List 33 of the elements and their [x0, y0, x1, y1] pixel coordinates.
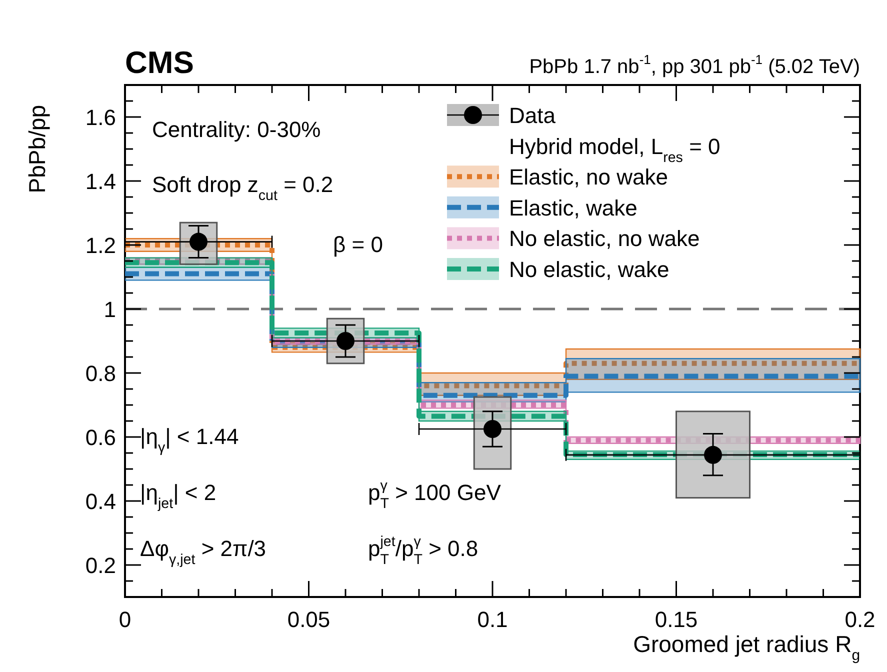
legend-label: Elastic, wake — [509, 195, 638, 220]
legend-label: Data — [509, 103, 556, 128]
y-tick-label: 1.4 — [85, 169, 116, 194]
legend-label: No elastic, wake — [509, 257, 670, 282]
y-tick-label: 1.2 — [85, 233, 116, 258]
annotation: β = 0 — [333, 232, 383, 257]
annotation: |η$_{jet}$| < 2 — [140, 480, 216, 512]
y-tick-label: 0.8 — [85, 361, 116, 386]
y-tick-label: 0.4 — [85, 489, 116, 514]
y-axis-title: PbPb/pp — [24, 105, 50, 194]
x-tick-label: 0.15 — [654, 607, 698, 632]
y-tick-label: 1.6 — [85, 105, 116, 130]
point — [484, 420, 502, 438]
annotation: Centrality: 0-30% — [152, 117, 321, 142]
y-tick-label: 0.6 — [85, 425, 116, 450]
x-tick-label: 0.2 — [844, 607, 876, 632]
x-tick-label: 0.05 — [287, 607, 330, 632]
point — [704, 446, 722, 464]
annotation: p$^{jet}$$_{T}$/p$^{γ}$$_{T}$ > 0.8 — [368, 534, 478, 568]
annotation: Soft drop z$_{cut}$ = 0.2 — [152, 172, 334, 204]
annotation: |η$_{γ}$| < 1.44 — [140, 424, 239, 456]
y-tick-label: 1 — [104, 297, 116, 322]
x-tick-label: 0.1 — [477, 607, 508, 632]
x-axis-title: Groomed jet radius R$_{g}$ — [633, 631, 860, 664]
y-tick-label: 0.2 — [85, 553, 116, 578]
legend-label: No elastic, no wake — [509, 226, 700, 252]
chart-title: CMS — [125, 45, 194, 80]
x-tick-label: 0 — [118, 607, 132, 632]
annotation: p$^{γ}$$_{T}$ > 100 GeV — [368, 478, 502, 512]
chart-subtitle: PbPb 1.7 nb$^{-1}$, pp 301 pb$^{-1}$ (5.02 TeV) — [529, 52, 860, 78]
annotation: Δφ$_{γ,jet}$ > 2π/3 — [140, 536, 266, 568]
legend-label: Elastic, no wake — [509, 164, 668, 190]
legend-title: Hybrid model, L$_{res}$ = 0 — [509, 134, 720, 166]
